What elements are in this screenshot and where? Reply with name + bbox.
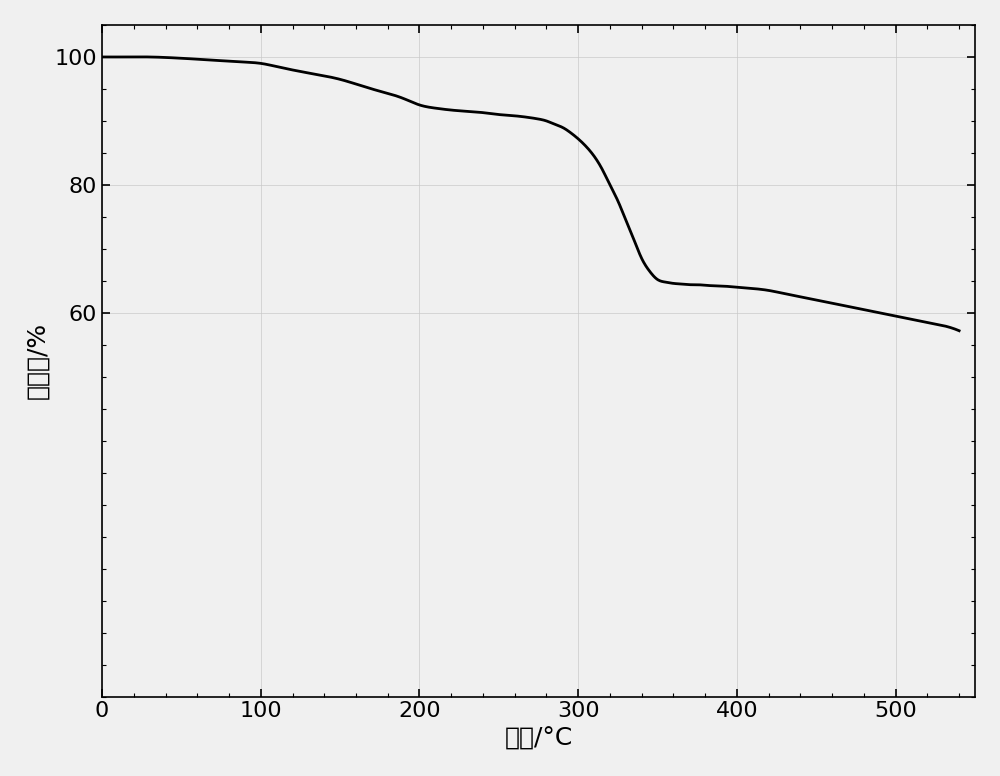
- Y-axis label: 失重率/%: 失重率/%: [25, 322, 49, 400]
- X-axis label: 温度/°C: 温度/°C: [504, 727, 573, 751]
